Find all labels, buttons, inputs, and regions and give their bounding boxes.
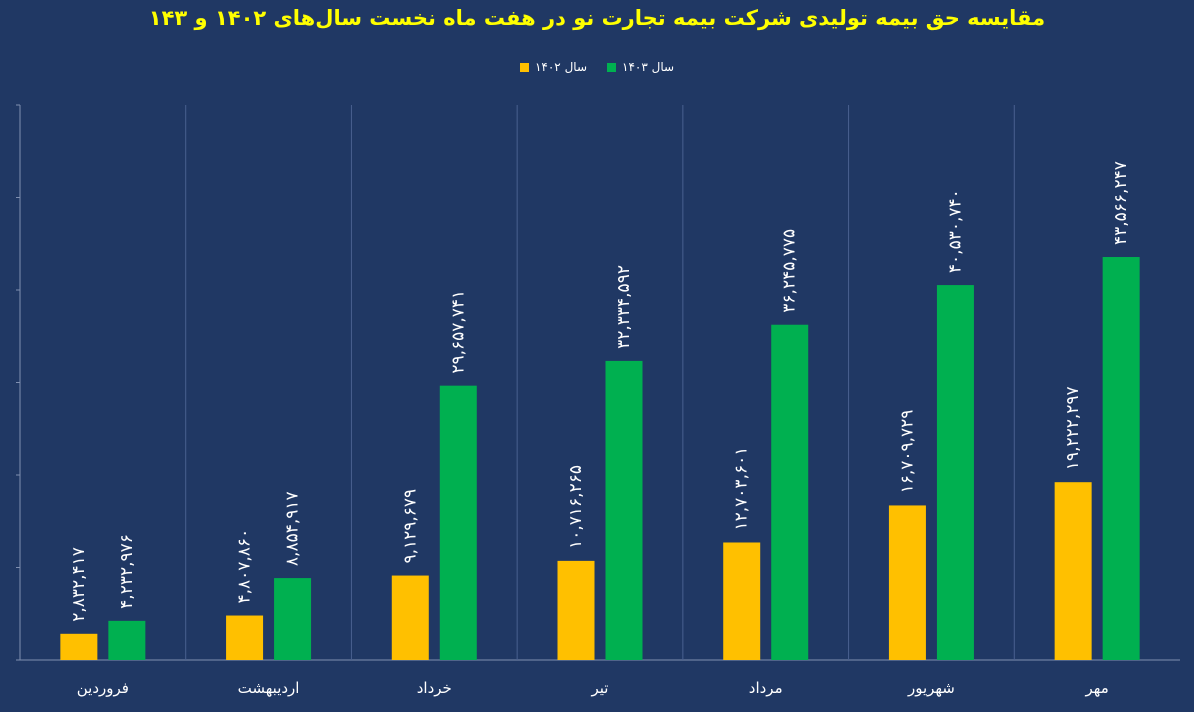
bar-1403 <box>605 360 643 660</box>
x-tick-label: شهریور <box>907 679 955 697</box>
bar-1402 <box>723 542 761 660</box>
data-label: ۳۶,۲۴۵,۷۷۵ <box>780 229 800 313</box>
legend-label-1402: سال ۱۴۰۲ <box>534 60 587 74</box>
data-label: ۱۲,۷۰۳,۶۰۱ <box>732 447 752 531</box>
data-label: ۱۹,۲۲۲,۲۹۷ <box>1063 386 1083 470</box>
bar-1403 <box>108 620 146 660</box>
data-label: ۴,۲۳۲,۹۷۶ <box>117 534 137 609</box>
data-label: ۴۰,۵۳۰,۷۴۰ <box>945 189 965 273</box>
bar-1403 <box>771 324 809 660</box>
bar-1402 <box>888 505 926 660</box>
x-tick-label: تیر <box>591 679 609 697</box>
x-tick-label: مهر <box>1085 679 1109 697</box>
bar-1402 <box>60 633 98 660</box>
data-label: ۱۶,۷۰۹,۷۲۹ <box>897 410 917 494</box>
data-label: ۴,۸۰۷,۸۶۰ <box>235 529 255 604</box>
data-label: ۲۹,۶۵۷,۷۴۱ <box>448 290 468 374</box>
legend-label-1403: سال ۱۴۰۳ <box>622 60 675 74</box>
data-label: ۲,۸۳۲,۴۱۷ <box>69 547 89 622</box>
chart-title: مقایسه حق بیمه تولیدی شرکت بیمه تجارت نو… <box>148 6 1046 30</box>
bar-1403 <box>936 285 974 660</box>
legend-item-1403: سال ۱۴۰۳ <box>607 60 674 74</box>
bar-1403 <box>274 578 312 660</box>
legend-item-1402: سال ۱۴۰۲ <box>519 60 587 74</box>
data-label: ۸,۸۵۴,۹۱۷ <box>283 491 303 566</box>
legend-swatch-1402 <box>519 62 529 72</box>
bar-1403 <box>439 385 477 660</box>
bar-1402 <box>391 575 429 660</box>
x-tick-label: خرداد <box>417 679 452 697</box>
bar-1402 <box>226 615 264 660</box>
x-tick-label: اردیبهشت <box>238 679 300 697</box>
data-label: ۳۲,۳۳۴,۵۹۲ <box>614 265 634 349</box>
data-label: ۹,۱۲۹,۶۷۹ <box>400 489 420 564</box>
x-tick-label: فروردین <box>77 679 129 697</box>
data-label: ۴۳,۵۶۶,۲۴۷ <box>1111 161 1131 245</box>
bar-1402 <box>1054 482 1092 660</box>
bar-1402 <box>557 560 595 660</box>
legend: سال ۱۴۰۲ سال ۱۴۰۳ <box>0 60 1194 74</box>
legend-swatch-1403 <box>607 62 616 72</box>
bar-1403 <box>1102 257 1140 660</box>
x-tick-label: مرداد <box>749 679 783 697</box>
data-label: ۱۰,۷۱۶,۲۶۵ <box>566 465 586 549</box>
